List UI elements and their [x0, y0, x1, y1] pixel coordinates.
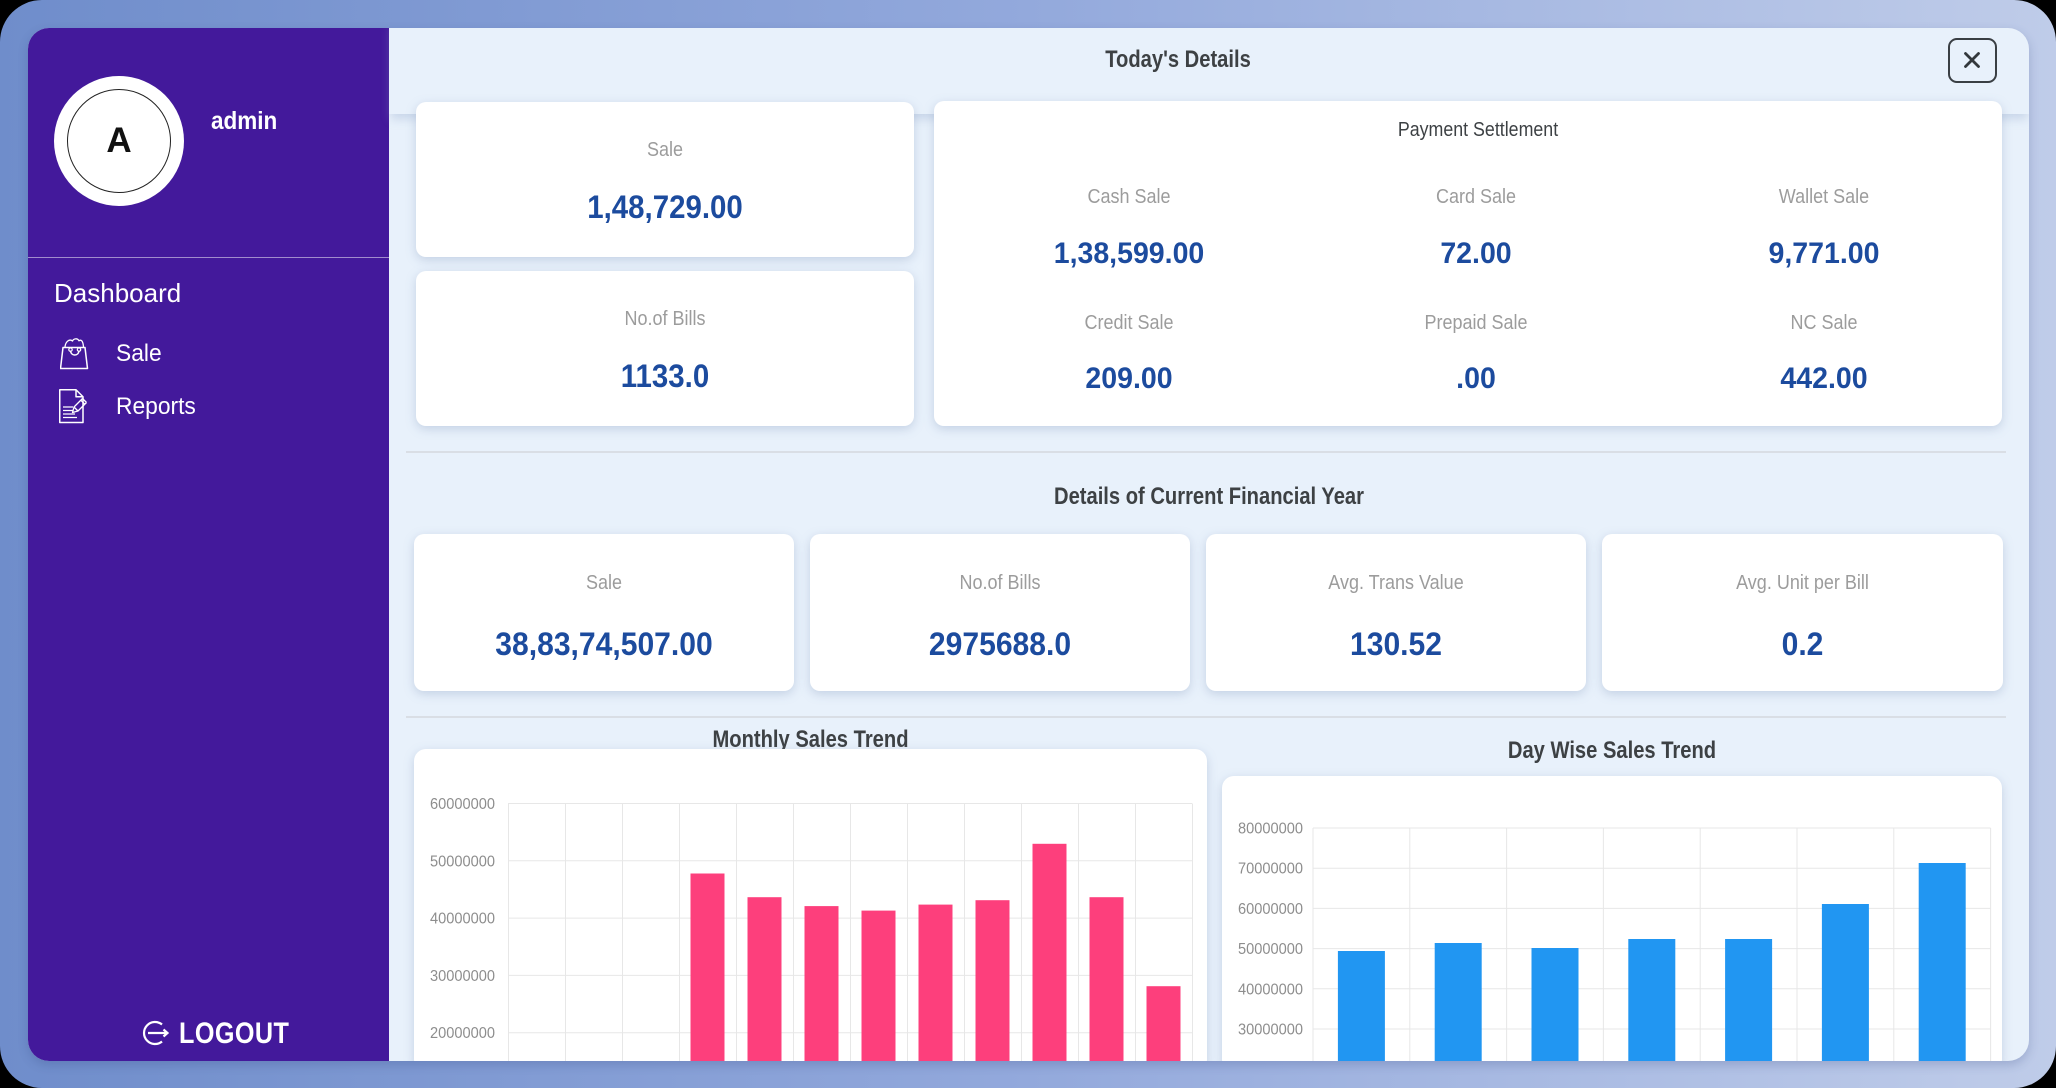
- svg-text:70000000: 70000000: [1238, 861, 1303, 878]
- svg-text:60000000: 60000000: [1238, 901, 1303, 918]
- svg-text:40000000: 40000000: [430, 911, 495, 928]
- svg-text:50000000: 50000000: [430, 853, 495, 870]
- svg-text:80000000: 80000000: [1238, 821, 1303, 838]
- svg-text:40000000: 40000000: [1238, 981, 1303, 998]
- svg-text:50000000: 50000000: [1238, 941, 1303, 958]
- svg-text:60000000: 60000000: [430, 796, 495, 813]
- svg-text:30000000: 30000000: [430, 968, 495, 985]
- svg-text:20000000: 20000000: [430, 1025, 495, 1042]
- svg-text:30000000: 30000000: [1238, 1022, 1303, 1039]
